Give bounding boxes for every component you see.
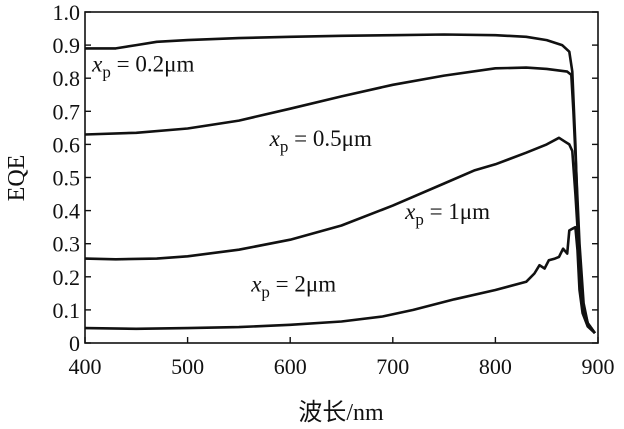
ticks-layer: [84, 11, 599, 344]
series-label-sub: p: [415, 210, 424, 229]
x-tick-label: 500: [171, 354, 204, 379]
series-label-value: = 0.2μm: [111, 52, 195, 77]
y-tick-label: 0.5: [53, 166, 81, 191]
series-label-sub: p: [261, 283, 270, 302]
x-tick-label: 800: [479, 354, 512, 379]
series-label-sub: p: [102, 63, 111, 82]
y-axis-title: EQE: [4, 155, 30, 202]
x-tick-label: 600: [274, 354, 307, 379]
series-label-2: xp = 1μm: [404, 199, 490, 229]
series-label-1: xp = 0.5μm: [269, 126, 372, 156]
series-layer: [84, 33, 596, 335]
y-tick-label: 0.3: [53, 232, 81, 257]
y-tick-label: 0.4: [53, 199, 81, 224]
x-tick-label: 900: [582, 354, 615, 379]
y-tick-label: 0.9: [53, 33, 81, 58]
series-label-var: x: [91, 52, 103, 77]
series-label-value: = 2μm: [270, 272, 336, 297]
series-label-var: x: [404, 199, 416, 224]
labels-layer: 400 500 600 700 800 900 0 0.1 0.2 0.3 0.4 0.5 0.6 0.7…: [53, 0, 615, 379]
series-label-var: x: [269, 126, 281, 151]
series-line-3: [84, 225, 596, 335]
series-label-value: = 1μm: [424, 199, 490, 224]
series-label-3: xp = 2μm: [250, 272, 336, 302]
y-tick-label: 0.1: [53, 298, 81, 323]
series-label-sub: p: [280, 137, 289, 156]
series-label-value: = 0.5μm: [288, 126, 372, 151]
series-line-1: [84, 66, 596, 334]
x-tick-label: 400: [69, 354, 102, 379]
y-tick-label: 0.7: [53, 99, 81, 124]
y-tick-label: 0.2: [53, 265, 81, 290]
series-line-0: [85, 33, 596, 334]
series-label-0: xp = 0.2μm: [91, 52, 194, 82]
x-axis-title: 波长/nm: [298, 399, 384, 426]
series-line-2: [84, 136, 596, 334]
y-tick-label: 0: [69, 331, 80, 356]
y-tick-label: 0.6: [53, 132, 81, 157]
x-tick-label: 700: [376, 354, 409, 379]
y-tick-label: 0.8: [53, 66, 81, 91]
y-tick-label: 1.0: [53, 0, 81, 25]
series-label-var: x: [250, 272, 262, 297]
